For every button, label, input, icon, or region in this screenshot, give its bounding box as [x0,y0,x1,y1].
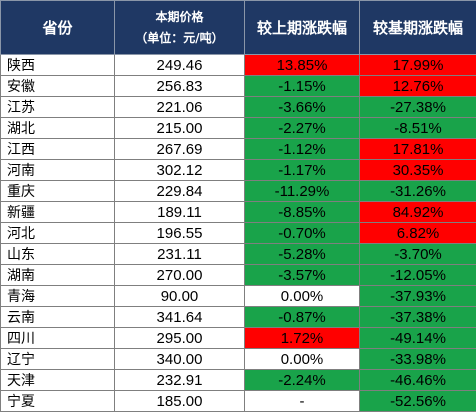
price-cell: 215.00 [115,118,245,139]
yoy-change-cell: -31.26% [360,181,476,202]
price-cell: 340.00 [115,349,245,370]
mom-change-cell: -1.12% [245,139,360,160]
header-price: 本期价格 （单位：元/吨） [115,1,245,55]
mom-change-cell: 1.72% [245,328,360,349]
province-cell: 宁夏 [1,391,115,412]
yoy-change-cell: 84.92% [360,202,476,223]
price-cell: 231.11 [115,244,245,265]
province-cell: 天津 [1,370,115,391]
mom-change-cell: -8.85% [245,202,360,223]
yoy-change-cell: -49.14% [360,328,476,349]
province-cell: 四川 [1,328,115,349]
mom-change-cell: 0.00% [245,286,360,307]
header-price-title: 本期价格 [115,7,244,28]
price-cell: 270.00 [115,265,245,286]
yoy-change-cell: -8.51% [360,118,476,139]
mom-change-cell: -0.70% [245,223,360,244]
mom-change-cell: -5.28% [245,244,360,265]
province-cell: 辽宁 [1,349,115,370]
province-cell: 江西 [1,139,115,160]
province-cell: 湖北 [1,118,115,139]
header-yoy-change: 较基期涨跌幅 [360,1,476,55]
province-cell: 安徽 [1,76,115,97]
price-cell: 185.00 [115,391,245,412]
yoy-change-cell: -46.46% [360,370,476,391]
mom-change-cell: 13.85% [245,55,360,76]
header-price-unit: （单位：元/吨） [115,28,244,49]
mom-change-cell: - [245,391,360,412]
price-cell: 90.00 [115,286,245,307]
header-province: 省份 [1,1,115,55]
yoy-change-cell: -3.70% [360,244,476,265]
yoy-change-cell: 30.35% [360,160,476,181]
yoy-change-cell: -27.38% [360,97,476,118]
mom-change-cell: -0.87% [245,307,360,328]
price-cell: 221.06 [115,97,245,118]
mom-change-cell: -11.29% [245,181,360,202]
yoy-change-cell: 17.81% [360,139,476,160]
mom-change-cell: -2.27% [245,118,360,139]
province-cell: 陕西 [1,55,115,76]
yoy-change-cell: 17.99% [360,55,476,76]
province-cell: 重庆 [1,181,115,202]
price-cell: 232.91 [115,370,245,391]
price-cell: 302.12 [115,160,245,181]
province-cell: 山东 [1,244,115,265]
yoy-change-cell: -52.56% [360,391,476,412]
yoy-change-cell: 12.76% [360,76,476,97]
province-cell: 新疆 [1,202,115,223]
yoy-change-cell: 6.82% [360,223,476,244]
price-cell: 341.64 [115,307,245,328]
mom-change-cell: -1.17% [245,160,360,181]
price-cell: 267.69 [115,139,245,160]
yoy-change-cell: -12.05% [360,265,476,286]
price-cell: 256.83 [115,76,245,97]
province-cell: 云南 [1,307,115,328]
province-cell: 湖南 [1,265,115,286]
mom-change-cell: -3.66% [245,97,360,118]
mom-change-cell: -1.15% [245,76,360,97]
price-cell: 229.84 [115,181,245,202]
mom-change-cell: -2.24% [245,370,360,391]
yoy-change-cell: -37.38% [360,307,476,328]
province-cell: 河北 [1,223,115,244]
price-cell: 249.46 [115,55,245,76]
mom-change-cell: -3.57% [245,265,360,286]
price-cell: 196.55 [115,223,245,244]
province-cell: 河南 [1,160,115,181]
yoy-change-cell: -37.93% [360,286,476,307]
header-row: 省份 本期价格 （单位：元/吨） 较上期涨跌幅 较基期涨跌幅 [1,1,476,55]
price-cell: 295.00 [115,328,245,349]
province-cell: 青海 [1,286,115,307]
header-mom-change: 较上期涨跌幅 [245,1,360,55]
mom-change-cell: 0.00% [245,349,360,370]
price-cell: 189.11 [115,202,245,223]
province-cell: 江苏 [1,97,115,118]
yoy-change-cell: -33.98% [360,349,476,370]
